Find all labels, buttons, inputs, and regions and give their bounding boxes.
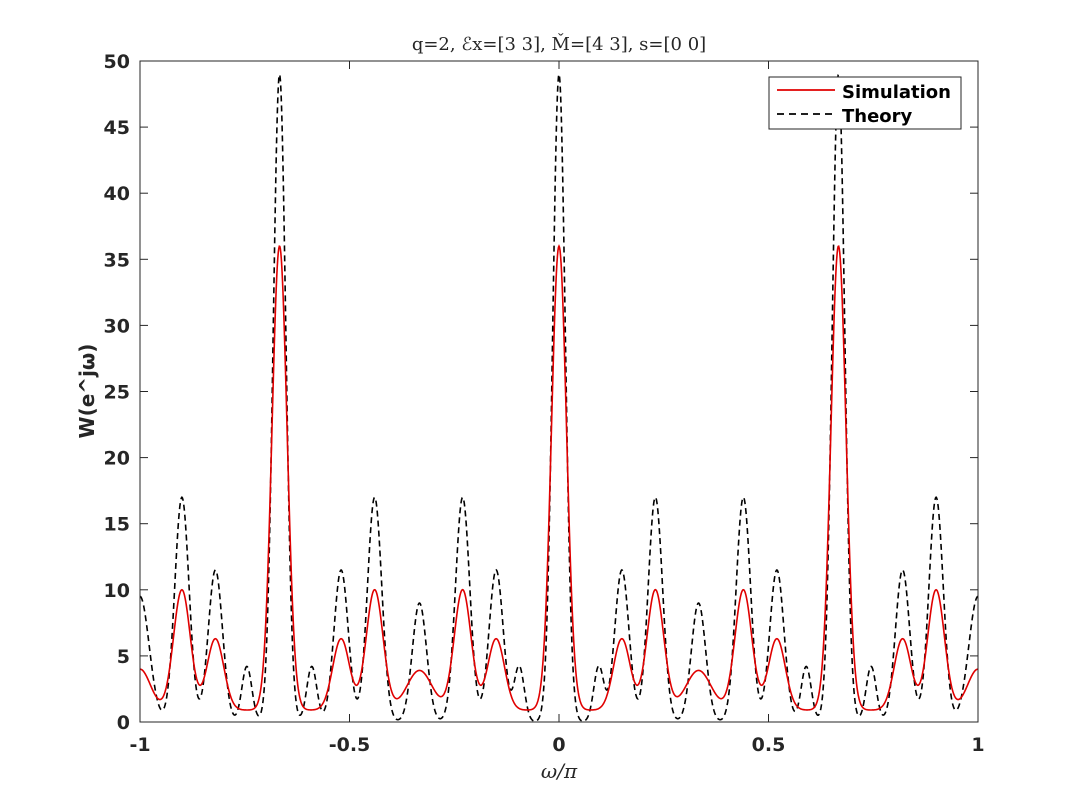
- legend: Simulation Theory: [768, 76, 962, 130]
- legend-label-simulation: Simulation: [842, 82, 951, 103]
- y-tick-label: 35: [104, 249, 130, 271]
- curves-layer: [139, 73, 979, 722]
- chart-title: q=2, ℰx=[3 3], M̌=[4 3], s=[0 0]: [412, 33, 706, 55]
- y-axis-label: W(e^jω): [75, 344, 99, 439]
- series-line-theory: [139, 73, 979, 722]
- y-tick-label: 40: [104, 183, 130, 205]
- y-tick-label: 5: [117, 646, 130, 668]
- x-tick-label: -1: [129, 734, 150, 756]
- x-tick-label: 1: [971, 734, 984, 756]
- x-tick-label: -0.5: [329, 734, 371, 756]
- y-tick-label: 20: [104, 448, 130, 470]
- series-line-simulation: [139, 244, 979, 711]
- y-tick-label: 0: [117, 712, 130, 734]
- x-tick-label: 0: [552, 734, 565, 756]
- legend-box: [768, 76, 962, 130]
- x-axis-label: ω/π: [541, 759, 578, 783]
- y-tick-label: 25: [104, 382, 130, 404]
- x-tick-label: 0.5: [752, 734, 786, 756]
- plot-area: [140, 61, 978, 722]
- y-tick-label: 30: [104, 315, 130, 337]
- y-tick-label: 45: [104, 117, 130, 139]
- legend-label-theory: Theory: [842, 106, 913, 127]
- y-tick-label: 10: [104, 580, 130, 602]
- y-tick-label: 50: [104, 51, 130, 73]
- y-tick-label: 15: [104, 514, 130, 536]
